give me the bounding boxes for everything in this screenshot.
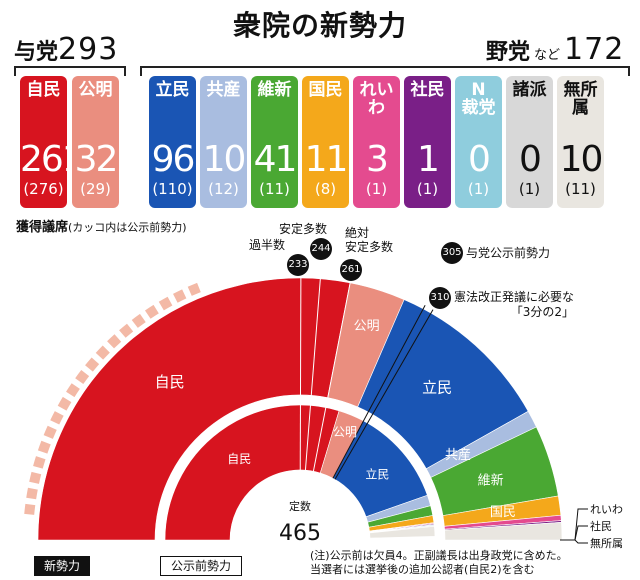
party-prev-seats: (1) — [518, 180, 541, 198]
party-name: 社民 — [410, 80, 445, 100]
threshold-label-ruling-prev: 与党公示前勢力 — [466, 246, 551, 260]
side-slice-label: 社民 — [590, 519, 612, 533]
threshold-value-ruling-prev: 305 — [441, 242, 463, 264]
total-label: 定数 — [289, 499, 311, 513]
party-name: 立民 — [155, 80, 190, 100]
party-card: 立民 96 (110) — [149, 76, 196, 208]
party-name: 公明 — [78, 80, 113, 100]
side-leader-line — [560, 508, 588, 541]
threshold-value-stable: 244 — [310, 238, 332, 260]
party-name: 国民 — [308, 80, 343, 100]
outer-slice-label: 立民 — [422, 379, 452, 397]
legend-prev: 公示前勢力 — [160, 556, 243, 576]
party-prev-seats: (29) — [80, 180, 111, 198]
threshold-line — [332, 305, 426, 479]
opposition-total: 172 — [564, 32, 625, 67]
threshold-line — [304, 274, 322, 471]
new-ring-slice — [444, 521, 563, 541]
caption-main: 獲得議席 — [16, 220, 69, 235]
outer-slice-label: 維新 — [478, 472, 504, 488]
party-name: 無所属 — [563, 80, 598, 118]
party-seats: 10 — [202, 139, 247, 180]
side-leader-line — [560, 539, 588, 544]
party-seats: 261 — [20, 139, 67, 180]
party-card: 自民 261(276) — [20, 76, 67, 208]
ruling-total: 293 — [58, 32, 119, 67]
threshold-label-majority: 過半数 — [249, 238, 286, 252]
party-name: 諸派 — [512, 80, 547, 100]
party-seats: 0 — [519, 139, 542, 180]
party-name: れいわ — [359, 80, 394, 118]
prev-ring-slice — [164, 404, 340, 541]
party-seats: 0 — [468, 139, 491, 180]
party-seats: 41 — [253, 139, 298, 180]
side-slice-label: 無所属 — [590, 536, 623, 550]
party-prev-seats: (12) — [208, 180, 239, 198]
opposition-bracket — [140, 66, 630, 76]
seat-caption: 獲得議席(カッコ内は公示前勢力) — [16, 216, 187, 235]
opposition-label: 野党 — [486, 40, 531, 65]
party-prev-seats: (1) — [365, 180, 388, 198]
threshold-value-two-thirds: 310 — [429, 287, 451, 309]
party-seats: 3 — [366, 139, 389, 180]
prev-ring-slice — [369, 526, 436, 539]
party-card: 諸派 0 (1) — [506, 76, 553, 208]
side-slice-label: れいわ — [590, 503, 623, 516]
party-seats: 1 — [417, 139, 440, 180]
party-name: 共産 — [206, 80, 241, 100]
party-card: 国民 11 (8) — [302, 76, 349, 208]
party-seats: 32 — [74, 139, 119, 180]
threshold-line — [299, 273, 302, 471]
footnote: (注)公示前は欠員4。正副議長は出身政党に含めた。 当選者には選挙後の追加公認者… — [310, 549, 568, 576]
party-prev-seats: (8) — [314, 180, 337, 198]
party-prev-seats: (11) — [565, 180, 596, 198]
outer-slice-label: 共産 — [445, 447, 471, 463]
party-prev-seats: (11) — [259, 180, 290, 198]
party-prev-seats: (276) — [23, 180, 64, 198]
threshold-label-stable: 安定多数 — [279, 222, 328, 236]
threshold-label-absolute: 絶対 安定多数 — [345, 226, 394, 254]
ruling-header: 与党293 — [14, 32, 118, 67]
party-seats: 96 — [151, 139, 196, 180]
party-card: N 裁党 0 (1) — [455, 76, 502, 208]
party-card: 社民 1 (1) — [404, 76, 451, 208]
party-card: れいわ 3 (1) — [353, 76, 400, 208]
trend-arrow — [24, 282, 202, 515]
party-name: 維新 — [257, 80, 292, 100]
opposition-header: 野党 など 172 — [486, 32, 624, 67]
party-seats: 11 — [304, 139, 349, 180]
party-name: N 裁党 — [461, 80, 496, 118]
party-name: 自民 — [26, 80, 61, 100]
party-seats: 10 — [559, 139, 604, 180]
new-ring-slice — [37, 277, 351, 541]
party-card: 公明 32 (29) — [72, 76, 119, 208]
threshold-line — [312, 278, 352, 472]
party-prev-seats: (1) — [416, 180, 439, 198]
opposition-suffix: など — [534, 48, 561, 63]
outer-slice-label: 国民 — [490, 505, 516, 520]
threshold-line — [334, 309, 434, 480]
threshold-label-two-thirds: 憲法改正発議に必要な 「3分の2」 — [454, 290, 575, 319]
inner-slice-label: 自民 — [227, 452, 251, 466]
chart-title: 衆院の新勢力 — [232, 9, 407, 42]
party-prev-seats: (1) — [467, 180, 490, 198]
inner-slice-label: 公明 — [333, 425, 357, 439]
party-card: 維新 41 (11) — [251, 76, 298, 208]
ruling-bracket — [14, 66, 126, 76]
total-seats: 465 — [279, 521, 321, 546]
side-leader-line — [560, 525, 588, 541]
party-prev-seats: (110) — [152, 180, 193, 198]
legend-new: 新勢力 — [34, 556, 91, 576]
ruling-label: 与党 — [14, 40, 59, 65]
party-card: 共産 10 (12) — [200, 76, 247, 208]
inner-slice-label: 立民 — [365, 467, 389, 482]
threshold-value-majority: 233 — [287, 254, 309, 276]
outer-slice-label: 自民 — [155, 373, 185, 391]
center-hole — [240, 480, 360, 580]
caption-sub: (カッコ内は公示前勢力) — [68, 221, 187, 234]
threshold-value-absolute: 261 — [340, 259, 362, 281]
party-card: 無所属 10 (11) — [557, 76, 604, 208]
outer-slice-label: 公明 — [354, 319, 380, 334]
